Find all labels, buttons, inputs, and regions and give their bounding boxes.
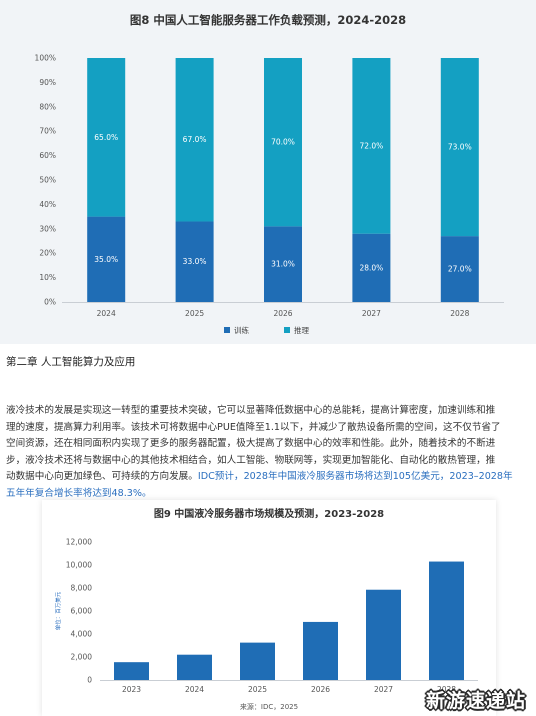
bar-inference — [440, 58, 479, 237]
y-tick-label: 10,000 — [66, 561, 92, 570]
paragraph-line: 空间资源，还在相同面积内实现了更多的服务器配置，极大提高了数据中心的效率和性能。… — [6, 438, 496, 449]
x-tick-label: 2028 — [450, 309, 469, 318]
data-label-inference: 70.0% — [271, 138, 295, 147]
y-tick-label: 60% — [39, 151, 56, 160]
cagr-highlight: 五年年复合增长率将达到48.3%。 — [6, 487, 152, 499]
figure-9-source: 来源：IDC，2025 — [239, 703, 299, 711]
data-label-inference: 67.0% — [183, 135, 207, 144]
data-label-inference: 65.0% — [94, 133, 118, 142]
y-tick-label: 70% — [39, 127, 56, 136]
market-bar — [114, 662, 149, 680]
data-label-training: 31.0% — [271, 260, 295, 269]
x-tick-label: 2026 — [311, 685, 330, 694]
y-tick-label: 90% — [39, 78, 56, 87]
bar-training — [87, 216, 126, 302]
paragraph-line: 步，液冷技术还将与数据中心的其他技术相结合，如人工智能、物联网等，实现更加智能化… — [6, 454, 496, 466]
y-tick-label: 2,000 — [71, 653, 93, 662]
legend-swatch-inference — [284, 327, 290, 333]
x-tick-label: 2024 — [185, 685, 204, 694]
figure-9-panel: 0 2,000 4,000 6,000 8,000 10,000 12,000 单位：百万美元… — [42, 500, 496, 716]
x-tick-label: 2027 — [362, 309, 381, 318]
figure-9-title: 图9 中国液冷服务器市场规模及预测，2023-2028 — [153, 509, 385, 520]
market-bar — [303, 621, 338, 680]
figure-8-panel: 0% 10% 20% 30% 40% 50% 60% 70% 80% 90% 100% 35.0% 65… — [0, 0, 536, 344]
bar-training — [440, 236, 479, 302]
bar-training — [264, 226, 302, 302]
x-tick-label: 2028 — [437, 685, 456, 694]
bar-inference — [175, 58, 214, 222]
y-tick-label: 10% — [39, 273, 56, 282]
x-tick-label: 2027 — [374, 685, 393, 694]
y-tick-label: 100% — [35, 54, 56, 63]
x-tick-label: 2025 — [248, 685, 267, 694]
body-paragraph: 液冷技术的发展是实现这一转型的重要技术突破，它可以显著降低数据中心的总能耗，提高… — [6, 403, 532, 502]
market-bar — [240, 642, 275, 680]
data-label-training: 28.0% — [359, 263, 383, 272]
liquid-cooling-market-chart: 0 2,000 4,000 6,000 8,000 10,000 12,000 单位：百万美元… — [54, 538, 478, 694]
legend-label-inference: 推理 — [294, 325, 309, 335]
x-tick-label: 2026 — [273, 309, 292, 318]
bar-inference — [264, 58, 302, 227]
y-axis-unit-label: 单位：百万美元 — [54, 591, 62, 630]
idc-forecast-highlight: IDC预计，2028年中国液冷服务器市场将达到105亿美元，2023–2028年 — [197, 471, 513, 482]
y-tick-label: 40% — [39, 200, 56, 209]
legend-label-training: 训练 — [234, 325, 249, 335]
market-bar — [366, 589, 401, 680]
market-bar — [429, 561, 464, 680]
data-label-inference: 72.0% — [359, 141, 383, 150]
data-label-training: 33.0% — [183, 257, 207, 266]
data-label-training: 35.0% — [94, 255, 118, 264]
paragraph-line: 理的速度，提高算力利用率。该技术可将数据中心PUE值降至1.1以下，并减少了散热… — [6, 421, 501, 433]
y-tick-label: 50% — [39, 176, 56, 185]
y-tick-label: 8,000 — [71, 584, 93, 593]
chapter-heading: 第二章 人工智能算力及应用 — [6, 356, 136, 368]
paragraph-text: 动数据中心向更加绿色、可持续的方向发展。 — [6, 471, 198, 482]
bar-training — [352, 233, 391, 302]
x-tick-label: 2024 — [97, 309, 116, 318]
workload-chart: 0% 10% 20% 30% 40% 50% 60% 70% 80% 90% 100% 35.0% 65… — [35, 54, 504, 335]
legend-swatch-training — [224, 327, 230, 333]
x-tick-label: 2025 — [185, 309, 204, 318]
y-tick-label: 12,000 — [66, 538, 92, 547]
site-watermark: 新游速递站 — [426, 690, 527, 712]
y-tick-label: 80% — [39, 102, 56, 111]
market-bar — [177, 654, 212, 680]
data-label-training: 27.0% — [448, 265, 472, 274]
bar-inference — [352, 58, 391, 234]
y-tick-label: 0 — [87, 676, 92, 685]
figure-8-title: 图8 中国人工智能服务器工作负载预测，2024-2028 — [129, 13, 407, 27]
x-tick-label: 2023 — [122, 685, 141, 694]
bar-inference — [87, 58, 126, 217]
data-label-inference: 73.0% — [448, 143, 472, 152]
paragraph-line-5: 动数据中心向更加绿色、可持续的方向发展。IDC预计，2028年中国液冷服务器市场… — [6, 469, 532, 486]
y-tick-label: 6,000 — [71, 607, 93, 616]
bar-training — [175, 221, 214, 302]
y-tick-label: 20% — [39, 249, 56, 258]
y-tick-label: 30% — [39, 224, 56, 233]
y-tick-label: 0% — [44, 298, 56, 307]
y-tick-label: 4,000 — [71, 630, 93, 639]
paragraph-line: 液冷技术的发展是实现这一转型的重要技术突破，它可以显著降低数据中心的总能耗，提高… — [6, 405, 496, 416]
